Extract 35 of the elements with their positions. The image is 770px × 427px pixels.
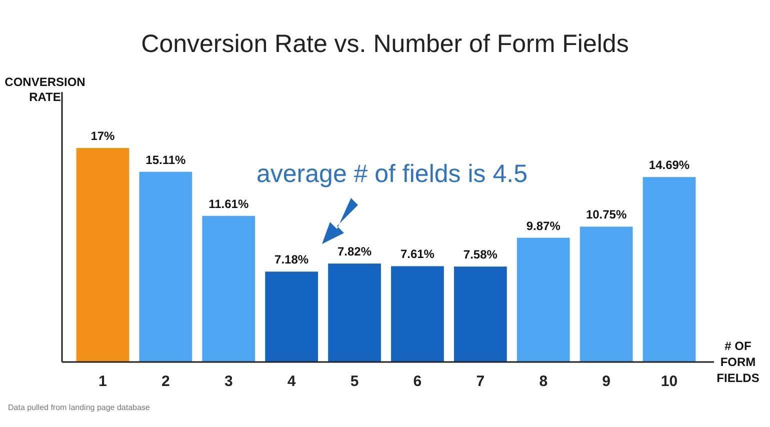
- x-tick-label: 2: [162, 373, 170, 390]
- x-axis-title: # OF FORM FIELDS: [716, 339, 760, 385]
- text: Data pulled from landing page database: [8, 403, 150, 412]
- bar: [580, 226, 633, 362]
- x-tick-label: 8: [539, 373, 548, 390]
- x-tick-label: 4: [287, 373, 296, 390]
- bar: [139, 172, 192, 362]
- bar: [202, 216, 256, 362]
- x-tick-label: 9: [602, 373, 610, 390]
- data-label: 17%: [90, 129, 116, 143]
- x-tick-label: 1: [98, 373, 107, 390]
- bar: [391, 266, 444, 362]
- bar: [76, 148, 130, 362]
- bar: [328, 264, 381, 362]
- x-tick-label: 10: [660, 373, 678, 390]
- data-label: 7.61%: [400, 247, 435, 262]
- bar: [454, 266, 507, 362]
- annotation: average # of fields is 4.5: [256, 160, 528, 188]
- bar: [516, 238, 570, 362]
- data-label: 11.61%: [208, 196, 249, 211]
- data-label: 14.69%: [648, 158, 690, 172]
- data-label: 7.18%: [274, 252, 309, 267]
- bar: [265, 272, 318, 362]
- x-tick-label: 3: [224, 373, 233, 390]
- data-label: 9.87%: [526, 218, 561, 233]
- data-label: 15.11%: [146, 152, 186, 167]
- x-tick-label: 5: [350, 373, 359, 390]
- data-label: 7.58%: [463, 248, 498, 262]
- data-label: 7.82%: [338, 244, 372, 259]
- data-label: 10.75%: [586, 208, 627, 222]
- y-axis-title: CONVERSION RATE: [4, 75, 86, 104]
- chart-title: Conversion Rate vs. Number of Form Fields: [141, 30, 629, 58]
- x-tick-label: 6: [413, 373, 422, 390]
- x-tick-label: 7: [476, 373, 485, 390]
- bar: [642, 177, 696, 362]
